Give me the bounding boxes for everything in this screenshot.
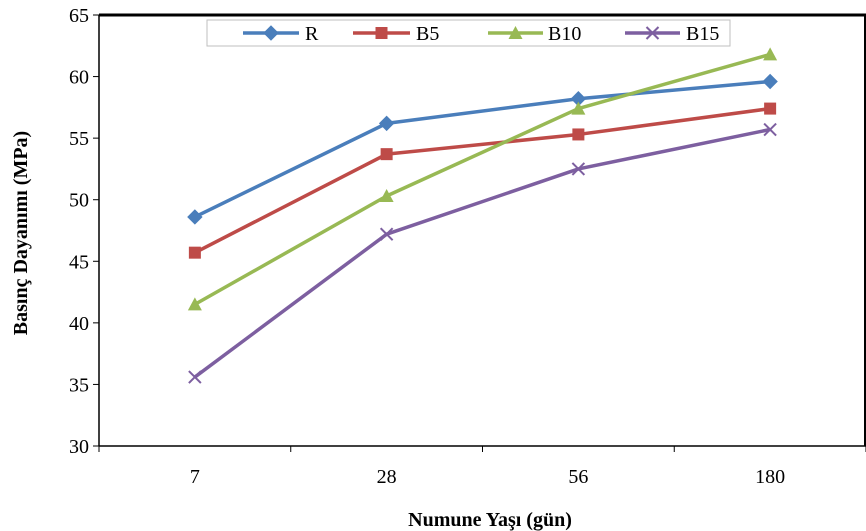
series-b5	[188, 102, 777, 259]
series-line-r	[194, 79, 771, 219]
data-point-b5	[572, 128, 585, 141]
series-b10	[187, 47, 778, 311]
x-tick-label: 28	[377, 466, 397, 488]
x-tick-label: 180	[755, 466, 785, 488]
legend-label: B10	[548, 23, 581, 45]
series-line-b10	[194, 52, 771, 306]
data-point-b15	[571, 162, 586, 176]
marker-stroke	[763, 122, 777, 137]
data-point-b15	[763, 122, 777, 137]
series-line-b5	[194, 106, 771, 255]
y-tick-label: 30	[69, 436, 89, 458]
y-tick-label: 40	[69, 313, 89, 335]
y-tick-label: 65	[69, 5, 89, 27]
series-layer	[187, 47, 778, 384]
data-point-b15	[188, 370, 202, 384]
x-axis-title: Numune Yaşı (gün)	[408, 509, 572, 531]
marker-stroke	[188, 370, 202, 384]
legend-item-b10: B10	[488, 23, 581, 45]
legend-item-r: R	[243, 23, 319, 45]
y-tick-label: 50	[69, 190, 89, 212]
data-point-r	[187, 209, 203, 225]
data-point-b10	[763, 47, 778, 61]
y-tick-label: 55	[69, 128, 89, 150]
data-point-b10	[571, 101, 586, 115]
x-tick-label: 7	[190, 466, 200, 488]
data-point-r	[762, 73, 778, 90]
legend: R B5 B10 B15	[206, 19, 731, 47]
legend-marker	[263, 25, 279, 41]
legend-marker	[375, 27, 388, 39]
data-point-b5	[380, 148, 393, 161]
y-tick-label: 35	[69, 374, 89, 396]
data-point-b5	[188, 246, 201, 259]
marker-stroke	[379, 227, 394, 241]
data-point-b10	[379, 189, 394, 203]
y-axis-title: Basınç Dayanımı (MPa)	[10, 131, 32, 335]
legend-item-b15: B15	[625, 23, 719, 45]
legend-label: R	[305, 23, 319, 45]
series-b15	[188, 122, 777, 384]
series-line-b15	[193, 127, 771, 379]
legend-marker	[508, 26, 523, 39]
x-tick-label: 56	[568, 466, 588, 488]
axes-layer: 30 35 40 45 50 55 60 65 7 28 56 180	[69, 5, 866, 488]
legend-label: B5	[416, 23, 439, 45]
marker-stroke	[645, 26, 660, 40]
y-tick-label: 60	[69, 67, 89, 89]
data-point-b15	[379, 227, 394, 241]
data-point-r	[378, 115, 395, 132]
y-tick-label: 45	[69, 251, 89, 273]
legend-label: B15	[686, 23, 719, 45]
data-point-b10	[187, 297, 202, 311]
data-point-b5	[764, 102, 777, 115]
legend-marker	[645, 26, 660, 40]
marker-stroke	[571, 162, 586, 176]
legend-item-b5: B5	[353, 23, 439, 45]
